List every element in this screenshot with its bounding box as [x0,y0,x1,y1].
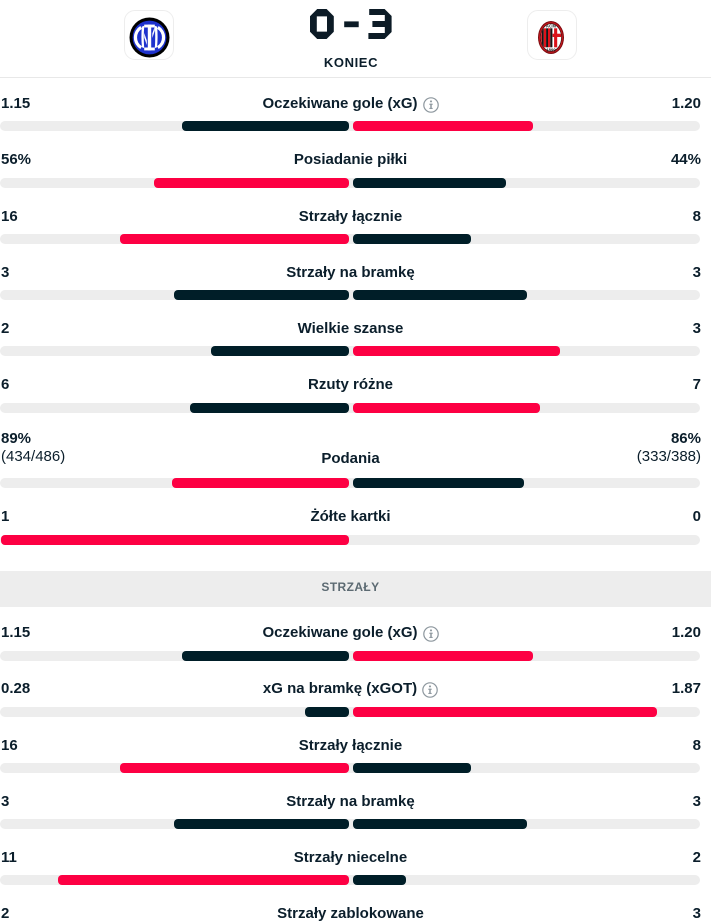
svg-text:ACM: ACM [546,23,556,28]
svg-text:1899: 1899 [546,47,556,52]
